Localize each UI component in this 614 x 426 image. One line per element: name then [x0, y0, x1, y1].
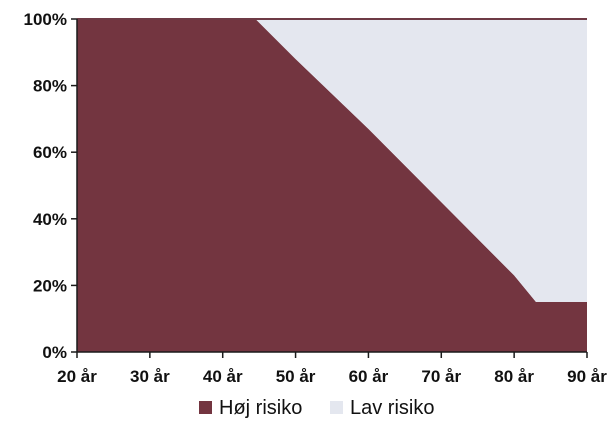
area-series-0 [77, 19, 587, 352]
x-axis-ticks: 20 år 30 år 40 år 50 år 60 år 70 år 80 år 90 år [57, 352, 607, 386]
y-axis-ticks: 0% 20% 40% 60% 80% 100% [24, 10, 77, 362]
legend-swatch [330, 401, 343, 414]
y-tick-label: 100% [24, 10, 67, 29]
y-tick-label: 40% [33, 210, 67, 229]
x-tick-label: 50 år [276, 367, 316, 386]
x-tick-label: 40 år [203, 367, 243, 386]
y-tick-label: 0% [42, 343, 67, 362]
x-tick-label: 80 år [494, 367, 534, 386]
legend-label: Høj risiko [219, 397, 302, 419]
y-tick-label: 60% [33, 143, 67, 162]
y-tick-label: 80% [33, 77, 67, 96]
plot-areas [77, 18, 587, 352]
legend-label: Lav risiko [350, 397, 434, 419]
x-tick-label: 60 år [349, 367, 389, 386]
x-tick-label: 90 år [567, 367, 607, 386]
y-tick-label: 20% [33, 276, 67, 295]
area-series-1 [77, 19, 587, 303]
x-tick-label: 70 år [421, 367, 461, 386]
axes [76, 19, 587, 353]
x-tick-label: 30 år [130, 367, 170, 386]
x-tick-label: 20 år [57, 367, 97, 386]
legend-swatch [199, 401, 212, 414]
legend: Høj risiko Lav risiko [199, 397, 434, 419]
